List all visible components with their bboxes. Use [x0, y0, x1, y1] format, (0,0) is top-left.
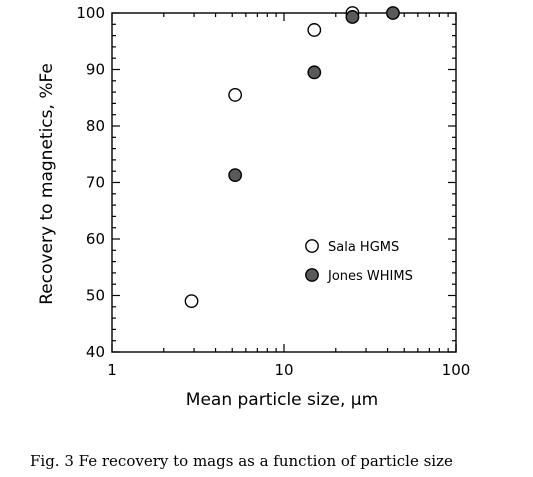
legend-label: Jones WHIMS: [327, 269, 413, 284]
x-tick-label: 10: [274, 361, 293, 379]
data-point-open: [307, 23, 322, 37]
x-tick-label: 100: [442, 361, 471, 379]
data-point-filled: [386, 6, 400, 20]
legend: Sala HGMS Jones WHIMS: [305, 239, 413, 284]
data-point-filled: [307, 65, 322, 80]
data-markers: [184, 6, 400, 309]
data-point-filled: [345, 10, 360, 24]
y-tick-label: 60: [86, 230, 105, 248]
legend-label: Sala HGMS: [328, 240, 399, 255]
y-tick-label: 70: [86, 174, 105, 192]
data-point-open: [228, 88, 243, 102]
plot-frame: [111, 12, 457, 353]
y-tick-label: 100: [76, 4, 105, 22]
figure-caption: Fig. 3 Fe recovery to mags as a function…: [30, 452, 453, 470]
legend-marker-filled: [305, 268, 319, 282]
y-tick-label: 90: [86, 61, 105, 79]
legend-marker-open: [305, 239, 319, 253]
y-axis-title: Recovery to magnetics, %Fe: [37, 63, 57, 305]
data-point-filled: [228, 168, 243, 183]
data-point-open: [184, 294, 199, 309]
x-tick-label: 1: [107, 361, 117, 379]
y-tick-label: 50: [86, 287, 105, 305]
x-axis-title: Mean particle size, μm: [186, 390, 378, 410]
y-tick-label: 80: [86, 117, 105, 135]
y-tick-label: 40: [86, 343, 105, 361]
